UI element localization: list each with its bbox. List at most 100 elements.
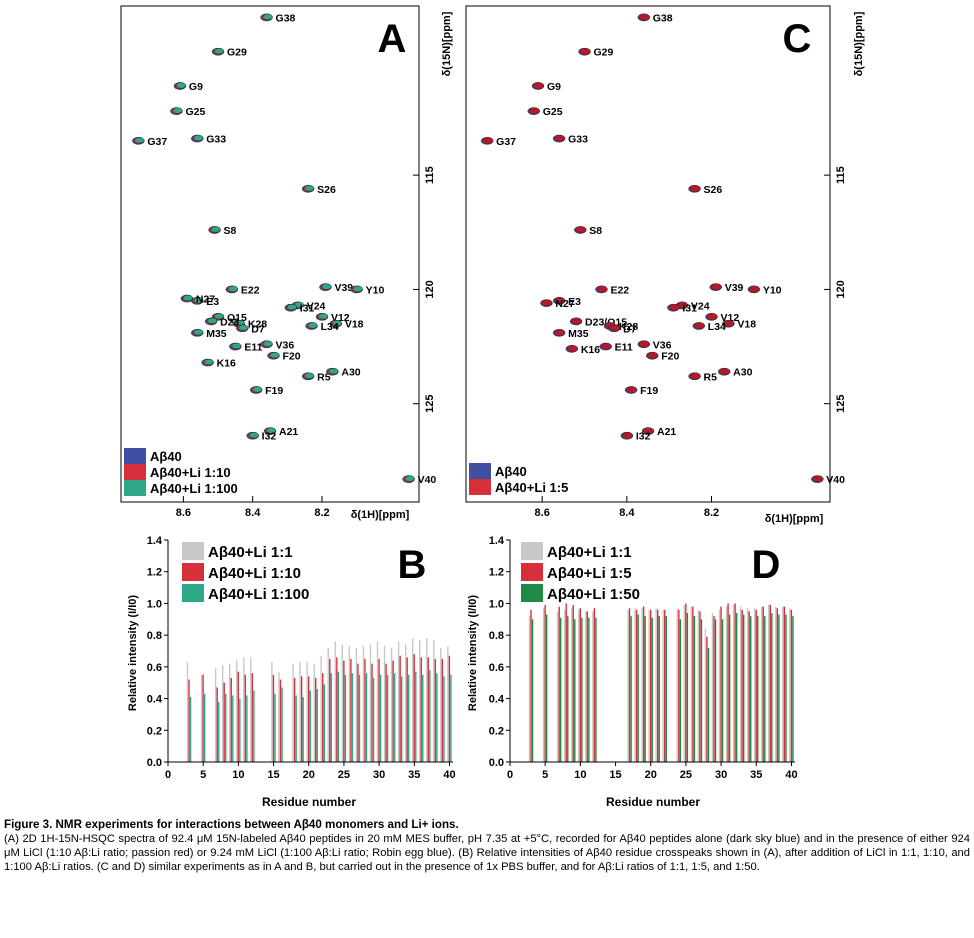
peak-contour (609, 324, 621, 332)
legend-label: Aβ40+Li 1:5 (495, 480, 568, 495)
x-tick-label: 35 (750, 769, 762, 781)
peak-contour (228, 285, 238, 292)
peak-label: E3 (206, 296, 219, 308)
bar-residue-38-series-0 (433, 639, 435, 762)
y-tick-label: 115 (424, 166, 436, 184)
bar-residue-7-series-0 (214, 668, 217, 762)
bar-residue-28-series-1 (364, 658, 366, 762)
y-tick-label: 125 (424, 395, 436, 413)
panel-d-legend: Aβ40+Li 1:1 Aβ40+Li 1:5 Aβ40+Li 1:50 (521, 542, 640, 603)
panel-c-axes: 8.6 8.4 8.2 115 120 125 (535, 166, 847, 519)
peak-G33: G33 (191, 134, 226, 146)
bar-residue-27-series-1 (357, 663, 359, 762)
bar-residue-35-series-2 (757, 616, 759, 762)
bar-residue-21-series-2 (316, 689, 318, 762)
legend-label: Aβ40+Li 1:5 (547, 565, 632, 582)
bar-residue-36-series-2 (422, 674, 424, 762)
bar-residue-24-series-2 (679, 619, 682, 762)
peak-label: N27 (196, 294, 215, 306)
bar-residue-34-series-1 (406, 657, 408, 762)
panel-b-bars (186, 638, 452, 762)
bar-residue-22-series-0 (320, 655, 322, 762)
peak-G38: G38 (637, 12, 673, 24)
peak-label: E22 (610, 284, 629, 296)
x-tick-label: 8.4 (619, 507, 635, 519)
peak-A30: A30 (717, 367, 753, 379)
bar-residue-40-series-1 (790, 609, 793, 762)
panel-c-xlabel: δ(1H)[ppm] (765, 513, 824, 525)
bar-residue-39-series-2 (785, 614, 787, 762)
y-tick-label: 1.0 (147, 598, 162, 610)
bar-residue-33-series-2 (400, 676, 403, 762)
peak-contour (596, 285, 608, 293)
bar-residue-22-series-1 (664, 609, 666, 762)
panel-b-letter: B (398, 543, 427, 587)
peak-contour (210, 226, 221, 233)
peak-label: I32 (636, 431, 651, 443)
peak-contour (238, 324, 249, 331)
bar-residue-25-series-0 (683, 605, 685, 762)
bar-residue-12-series-2 (253, 690, 255, 762)
bar-residue-39-series-1 (783, 606, 786, 762)
bar-residue-39-series-0 (782, 606, 784, 762)
peak-label: G37 (147, 136, 167, 148)
peak-contour (249, 432, 259, 439)
peak-S26: S26 (688, 184, 723, 196)
bar-residue-10-series-2 (239, 698, 241, 762)
bar-residue-24-series-0 (334, 641, 336, 762)
bar-residue-5-series-1 (544, 605, 546, 762)
bar-residue-25-series-1 (343, 660, 345, 762)
peak-V36: V36 (637, 339, 672, 351)
x-tick-label: 25 (680, 769, 692, 781)
caption-title: Figure 3. NMR experiments for interactio… (4, 818, 459, 831)
peak-F20: F20 (267, 351, 301, 363)
y-tick-label: 115 (835, 166, 847, 184)
legend-swatch-red (469, 479, 491, 495)
bar-residue-17-series-2 (630, 616, 632, 762)
peak-G25: G25 (170, 106, 205, 118)
peak-G37: G37 (480, 136, 516, 148)
peak-label: S26 (704, 184, 723, 196)
peak-M35: M35 (552, 328, 589, 340)
peak-D7: D7 (607, 323, 637, 335)
bar-residue-22-series-2 (665, 616, 667, 762)
peak-label: D7 (251, 323, 265, 335)
peak-G9: G9 (531, 81, 561, 93)
bar-residue-38-series-2 (436, 673, 438, 762)
panel-a-legend: Aβ40 Aβ40+Li 1:10 Aβ40+Li 1:100 (124, 448, 238, 496)
peak-label: F19 (265, 385, 283, 397)
peak-contour (533, 82, 545, 90)
bar-residue-16-series-2 (281, 687, 283, 762)
legend-swatch-teal (124, 480, 146, 496)
peak-contour (528, 107, 540, 115)
peak-contour (193, 134, 204, 141)
bar-residue-31-series-0 (383, 646, 386, 762)
peak-label: L34 (321, 321, 339, 333)
bar-residue-37-series-1 (769, 605, 771, 762)
peak-label: E11 (244, 342, 262, 354)
bar-residue-25-series-1 (685, 603, 687, 762)
y-tick-label: 0.6 (147, 662, 162, 674)
bar-residue-15-series-2 (274, 693, 276, 762)
peak-L34: L34 (305, 321, 339, 333)
bar-residue-8-series-0 (221, 665, 224, 762)
y-tick-label: 1.0 (489, 598, 504, 610)
peak-contour (689, 372, 701, 380)
peak-E11: E11 (599, 342, 633, 354)
x-tick-label: 10 (574, 769, 586, 781)
bar-residue-5-series-1 (202, 674, 204, 762)
bar-residue-32-series-0 (390, 647, 393, 762)
peak-contour (304, 372, 315, 379)
peak-contour (321, 283, 332, 290)
peak-contour (693, 322, 705, 330)
bar-residue-37-series-1 (427, 657, 429, 762)
legend-swatch-teal (182, 584, 204, 602)
peak-contour (541, 299, 553, 307)
bar-residue-8-series-2 (567, 616, 569, 762)
peak-contour (193, 329, 204, 336)
peak-E22: E22 (595, 284, 629, 296)
bar-residue-3-series-2 (531, 619, 534, 762)
peak-contour (231, 342, 242, 349)
legend-swatch-red (124, 464, 146, 480)
bar-residue-34-series-0 (404, 644, 407, 762)
